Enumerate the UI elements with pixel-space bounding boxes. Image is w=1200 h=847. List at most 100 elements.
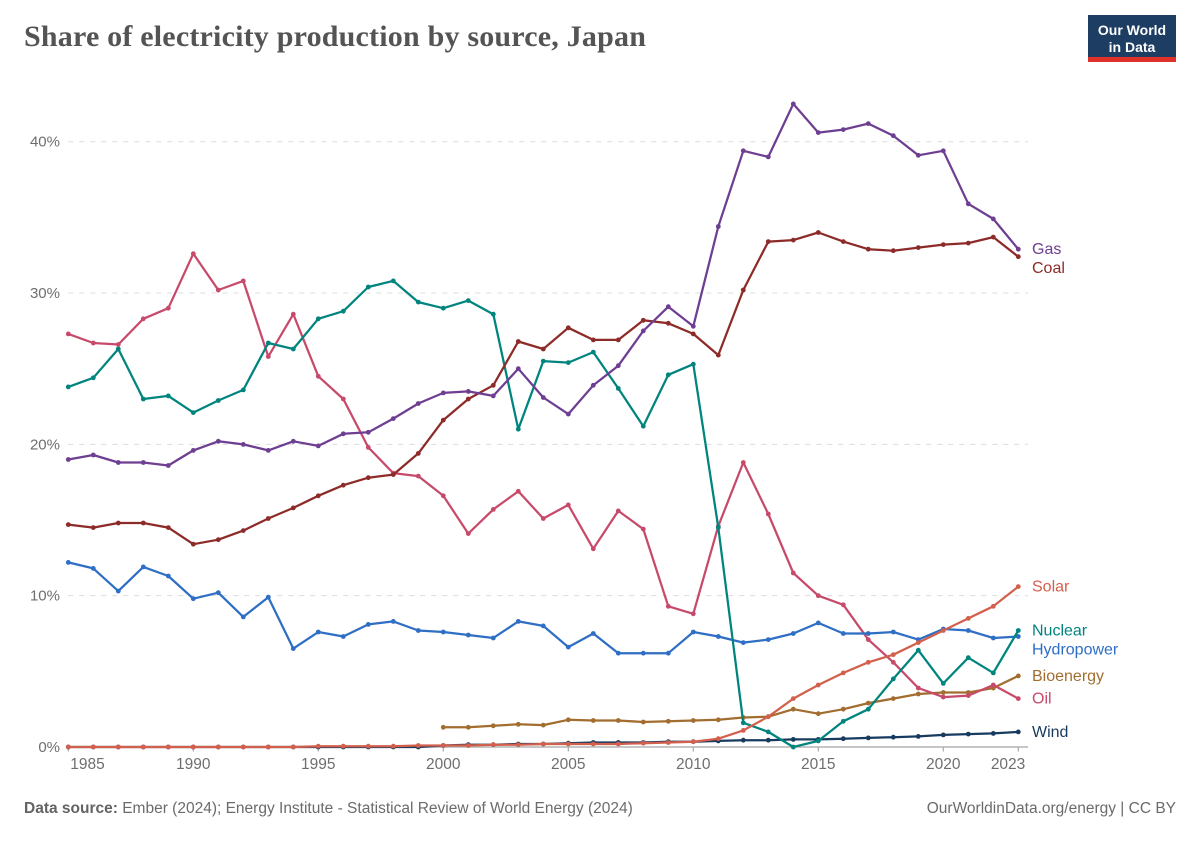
data-point[interactable] xyxy=(490,742,496,748)
data-point[interactable] xyxy=(140,460,146,465)
data-point[interactable] xyxy=(840,670,846,676)
data-point[interactable] xyxy=(115,520,121,526)
data-point[interactable] xyxy=(990,731,996,736)
data-point[interactable] xyxy=(215,537,221,543)
data-point[interactable] xyxy=(440,417,446,423)
data-point[interactable] xyxy=(790,696,796,701)
data-point[interactable] xyxy=(715,352,721,358)
data-point[interactable] xyxy=(165,744,171,750)
data-point[interactable] xyxy=(215,287,221,293)
data-point[interactable] xyxy=(865,700,871,706)
data-point[interactable] xyxy=(440,305,446,311)
data-point[interactable] xyxy=(190,744,196,750)
data-point[interactable] xyxy=(365,475,371,481)
data-point[interactable] xyxy=(840,127,846,132)
data-point[interactable] xyxy=(290,646,296,651)
data-point[interactable] xyxy=(740,728,746,733)
data-point[interactable] xyxy=(565,360,571,365)
data-point[interactable] xyxy=(590,337,596,343)
data-point[interactable] xyxy=(265,354,271,359)
data-point[interactable] xyxy=(115,588,121,594)
data-point[interactable] xyxy=(690,323,696,329)
data-point[interactable] xyxy=(740,287,746,293)
data-point[interactable] xyxy=(290,311,296,317)
data-point[interactable] xyxy=(765,729,771,735)
data-point[interactable] xyxy=(565,644,571,650)
data-point[interactable] xyxy=(865,706,871,712)
data-point[interactable] xyxy=(540,623,546,629)
data-point[interactable] xyxy=(165,305,171,311)
data-point[interactable] xyxy=(465,632,471,638)
data-point[interactable] xyxy=(965,655,971,661)
data-point[interactable] xyxy=(90,375,96,381)
series-nuclear[interactable] xyxy=(65,278,1021,750)
data-point[interactable] xyxy=(815,682,821,688)
data-point[interactable] xyxy=(765,154,771,160)
data-point[interactable] xyxy=(565,717,571,723)
data-point[interactable] xyxy=(465,531,471,536)
data-point[interactable] xyxy=(915,691,921,697)
data-point[interactable] xyxy=(890,629,896,635)
data-point[interactable] xyxy=(965,240,971,246)
data-point[interactable] xyxy=(240,442,246,447)
data-point[interactable] xyxy=(240,528,246,533)
data-point[interactable] xyxy=(940,242,946,248)
data-point[interactable] xyxy=(490,507,496,512)
data-point[interactable] xyxy=(265,448,271,453)
data-point[interactable] xyxy=(1015,673,1021,679)
data-point[interactable] xyxy=(390,743,396,749)
data-point[interactable] xyxy=(190,596,196,602)
data-point[interactable] xyxy=(115,744,121,750)
data-point[interactable] xyxy=(565,741,571,747)
data-point[interactable] xyxy=(690,629,696,635)
data-point[interactable] xyxy=(990,216,996,222)
data-point[interactable] xyxy=(690,611,696,617)
data-point[interactable] xyxy=(290,505,296,511)
data-point[interactable] xyxy=(865,246,871,252)
data-point[interactable] xyxy=(640,423,646,429)
data-point[interactable] xyxy=(365,445,371,450)
data-point[interactable] xyxy=(865,637,871,642)
data-point[interactable] xyxy=(415,473,421,479)
data-point[interactable] xyxy=(815,711,821,717)
data-point[interactable] xyxy=(440,493,446,499)
data-point[interactable] xyxy=(665,320,671,326)
series-gas[interactable] xyxy=(65,101,1021,468)
data-point[interactable] xyxy=(490,393,496,399)
data-point[interactable] xyxy=(915,685,921,691)
data-point[interactable] xyxy=(790,570,796,576)
series-line-bioenergy[interactable] xyxy=(442,674,1020,729)
data-point[interactable] xyxy=(1015,634,1021,639)
data-point[interactable] xyxy=(290,744,296,750)
data-point[interactable] xyxy=(315,493,321,499)
series-label-wind[interactable]: Wind xyxy=(1032,724,1068,741)
data-point[interactable] xyxy=(865,659,871,665)
data-point[interactable] xyxy=(840,706,846,712)
series-label-oil[interactable]: Oil xyxy=(1032,691,1052,708)
data-point[interactable] xyxy=(565,411,571,417)
data-point[interactable] xyxy=(615,337,621,343)
data-point[interactable] xyxy=(315,629,321,635)
data-point[interactable] xyxy=(540,346,546,352)
data-point[interactable] xyxy=(315,443,321,449)
data-point[interactable] xyxy=(140,564,146,570)
data-point[interactable] xyxy=(665,372,671,378)
data-point[interactable] xyxy=(965,628,971,633)
data-point[interactable] xyxy=(90,744,96,750)
data-point[interactable] xyxy=(865,631,871,636)
data-point[interactable] xyxy=(465,298,471,303)
data-point[interactable] xyxy=(140,396,146,402)
data-point[interactable] xyxy=(590,718,596,723)
data-point[interactable] xyxy=(415,628,421,633)
data-point[interactable] xyxy=(890,676,896,682)
data-point[interactable] xyxy=(490,382,496,388)
data-point[interactable] xyxy=(90,452,96,458)
data-point[interactable] xyxy=(940,732,946,738)
data-point[interactable] xyxy=(90,566,96,571)
data-point[interactable] xyxy=(915,245,921,251)
data-point[interactable] xyxy=(515,426,521,432)
data-point[interactable] xyxy=(65,522,71,527)
data-point[interactable] xyxy=(540,395,546,400)
data-point[interactable] xyxy=(515,619,521,624)
data-point[interactable] xyxy=(990,670,996,676)
